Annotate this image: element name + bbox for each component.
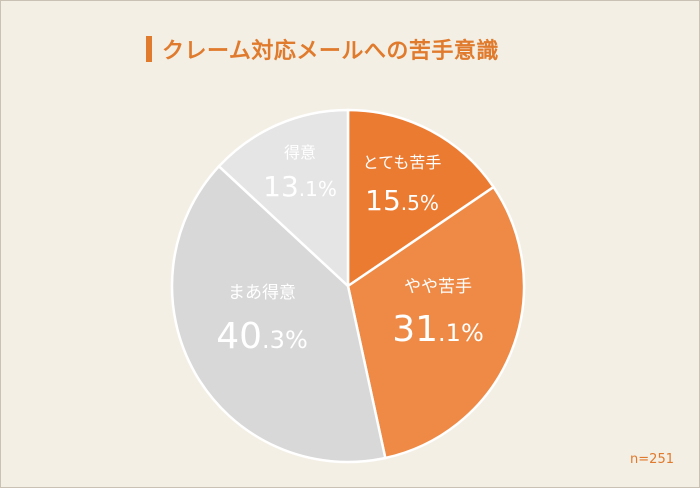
slice-name-label: とても苦手 xyxy=(363,153,442,172)
slice-name-label: やや苦手 xyxy=(404,277,472,297)
pie-slice-4 xyxy=(217,108,350,289)
slice-value-label: 40.3% xyxy=(216,316,308,357)
pie-slice-2 xyxy=(346,185,526,460)
slice-value-label: 13.1% xyxy=(263,170,337,203)
pie-slice-1 xyxy=(346,108,496,289)
slice-value-label: 31.1% xyxy=(392,309,484,350)
pie-slice-3 xyxy=(170,164,387,464)
sample-size-label: n=251 xyxy=(630,452,674,467)
chart-title: クレーム対応メールへの苦手意識 xyxy=(162,39,499,64)
slice-name-label: まあ得意 xyxy=(228,283,296,303)
slice-value-label: 15.5% xyxy=(365,184,439,217)
slice-name-label: 得意 xyxy=(284,143,316,162)
chart-title-block: クレーム対応メールへの苦手意識 xyxy=(146,34,499,64)
title-accent-bar xyxy=(146,36,152,62)
